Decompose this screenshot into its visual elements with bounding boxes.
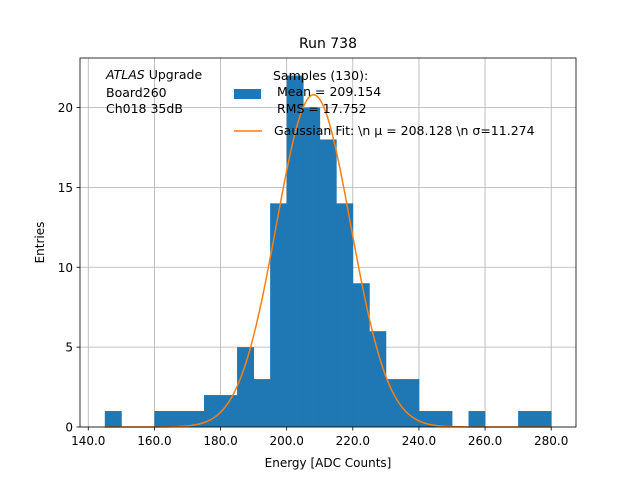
y-axis-ticks: 0 5 10 15 20 [58, 101, 80, 435]
histogram-bar [468, 411, 486, 427]
y-tick-label: 10 [58, 261, 73, 275]
x-tick-label: 160.0 [137, 434, 171, 448]
legend-hist-label-samples: Samples (130): [273, 68, 368, 83]
annotation-channel: Ch018 35dB [106, 101, 183, 116]
histogram-bar [435, 411, 453, 427]
histogram-bar [534, 411, 552, 427]
chart-title: Run 738 [299, 36, 357, 52]
histogram-bar [270, 203, 288, 427]
histogram-bar [154, 411, 172, 427]
x-tick-label: 140.0 [71, 434, 105, 448]
histogram-bar [220, 395, 238, 427]
y-tick-label: 5 [65, 341, 73, 355]
x-tick-label: 180.0 [203, 434, 237, 448]
histogram-bars [104, 75, 552, 428]
histogram-bar [369, 331, 387, 427]
x-tick-label: 280.0 [534, 434, 568, 448]
x-tick-label: 260.0 [468, 434, 502, 448]
y-tick-label: 15 [58, 181, 73, 195]
legend-hist-label-mean: Mean = 209.154 [273, 84, 381, 99]
annotation-upgrade: Upgrade [145, 67, 203, 82]
y-tick-label: 20 [58, 101, 73, 115]
histogram-bar [385, 379, 403, 427]
x-tick-label: 200.0 [269, 434, 303, 448]
x-tick-label: 220.0 [336, 434, 370, 448]
legend-hist-swatch [234, 89, 261, 99]
histogram-bar [402, 379, 420, 427]
histogram-bar [336, 203, 354, 427]
plot-frame [79, 57, 577, 428]
legend: Samples (130): Mean = 209.154 RMS = 17.7… [234, 68, 535, 138]
y-tick-label: 0 [65, 421, 73, 435]
legend-hist-label-rms: RMS = 17.752 [273, 101, 367, 116]
histogram-bar [518, 411, 536, 427]
histogram-bar [170, 411, 188, 427]
histogram-bar [104, 411, 122, 427]
x-tick-label: 240.0 [402, 434, 436, 448]
annotation-atlas: ATLAS [105, 67, 145, 82]
annotation-board: Board260 [106, 85, 167, 100]
histogram-bar [319, 139, 337, 427]
histogram-bar [286, 75, 304, 428]
histogram-bar [204, 395, 221, 427]
histogram-bar [303, 107, 321, 428]
x-axis-ticks: 140.0 160.0 180.0 200.0 220.0 240.0 260.0 280.0 [71, 427, 568, 448]
histogram-bar [253, 379, 271, 427]
y-axis-label: Entries [33, 222, 47, 264]
atlas-annotation: ATLAS Upgrade Board260 Ch018 35dB [105, 67, 202, 116]
histogram-bar [237, 347, 254, 427]
annotation-atlas-line: ATLAS Upgrade [105, 67, 202, 82]
legend-fit-label: Gaussian Fit: \n μ = 208.128 \n σ=11.274 [274, 123, 535, 138]
x-axis-label: Energy [ADC Counts] [265, 456, 392, 470]
histogram-bar [352, 283, 370, 427]
